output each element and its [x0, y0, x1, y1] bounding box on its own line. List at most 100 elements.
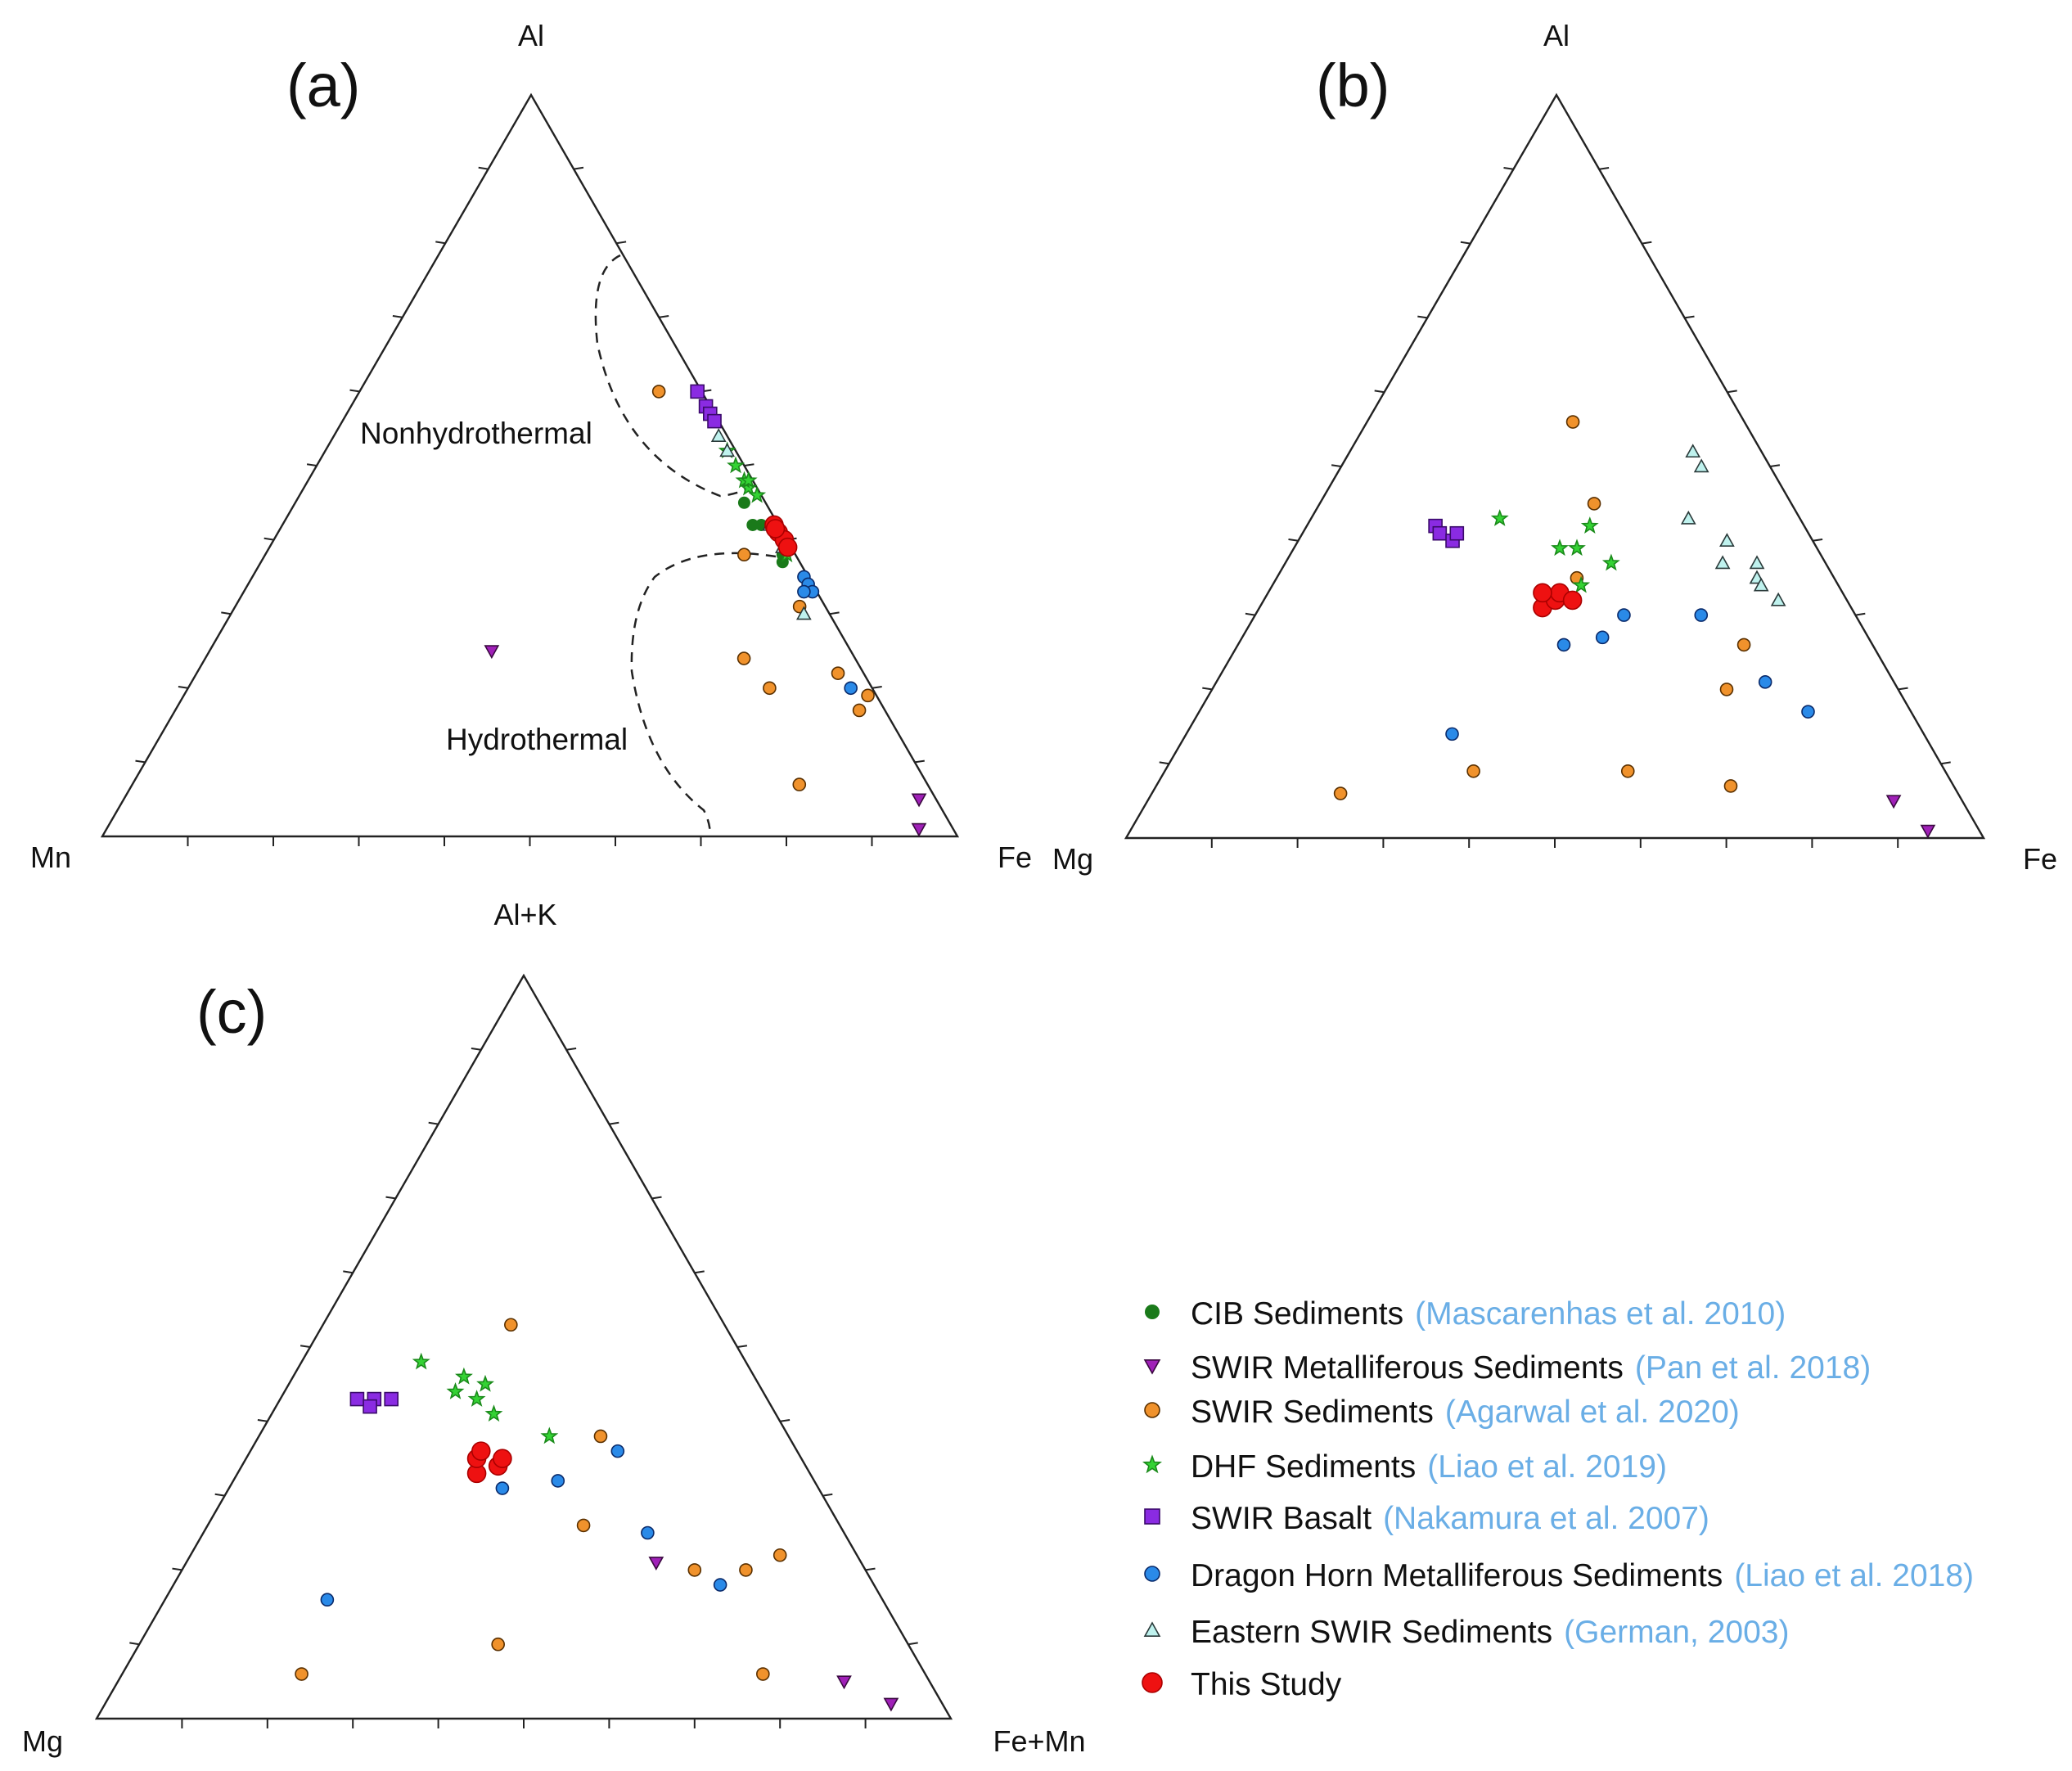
left-tick	[178, 686, 188, 689]
legend-cite-3: (Liao et al. 2019)	[1427, 1449, 1667, 1485]
data-point-swir_sed	[576, 1518, 591, 1533]
legend-marker-cib	[1145, 1305, 1160, 1319]
right-tick	[1855, 612, 1866, 616]
data-point-dhf	[476, 1374, 494, 1392]
left-tick	[1460, 241, 1471, 245]
legend-cite-5: (Liao et al. 2018)	[1734, 1558, 1974, 1593]
legend-cite-6: (German, 2003)	[1564, 1615, 1789, 1650]
legend-cite-2: (Agarwal et al. 2020)	[1445, 1395, 1740, 1430]
data-point-swir_met	[911, 822, 927, 837]
data-point-swir_sed	[504, 1318, 518, 1332]
data-point-this	[777, 537, 798, 557]
data-point-swir_sed	[491, 1637, 505, 1652]
data-point-basalt	[707, 413, 722, 429]
right-tick	[736, 1345, 748, 1348]
data-point-this	[471, 1441, 491, 1461]
right-tick	[908, 1642, 918, 1646]
ternary-triangle	[1124, 92, 1986, 840]
data-point-swir_met	[1885, 795, 1902, 809]
data-point-swir_sed	[1565, 415, 1580, 429]
left-tick	[172, 1567, 182, 1571]
data-point-swir_sed	[756, 1667, 770, 1681]
data-point-swir_sed	[1719, 683, 1734, 696]
legend-entry-4: SWIR Basalt (Nakamura et al. 2007)	[1191, 1501, 1709, 1536]
hydrothermal-boundary	[630, 552, 777, 837]
data-point-this	[1533, 583, 1552, 603]
data-point-swir_sed	[772, 1548, 787, 1562]
data-point-swir_met	[648, 1557, 664, 1570]
legend-name-6: Eastern SWIR Sediments	[1191, 1615, 1552, 1650]
panel-a-right-vertex-label: Fe	[998, 840, 1032, 874]
data-point-german	[719, 443, 735, 457]
data-point-dhf	[1580, 516, 1599, 534]
panel-a-left-vertex-label: Mn	[30, 840, 71, 874]
right-tick	[1684, 315, 1695, 319]
data-point-dhf	[727, 456, 745, 474]
right-tick	[566, 1048, 577, 1051]
legend-cite-0: (Mascarenhas et al. 2010)	[1415, 1296, 1786, 1332]
data-point-dhf	[1601, 553, 1620, 571]
panel-c: (c) Al+K Mg Fe+Mn	[22, 898, 1086, 1758]
data-point-this	[493, 1449, 512, 1468]
legend-marker-this	[1142, 1672, 1163, 1693]
panel-a: (a) Al Mn Fe Nonhydrothermal Hydrotherma…	[30, 19, 1032, 874]
right-tick	[872, 686, 882, 689]
data-point-swir_sed	[651, 385, 666, 399]
panel-c-points	[295, 1318, 899, 1712]
left-tick	[214, 1493, 225, 1497]
data-point-basalt	[363, 1399, 377, 1414]
left-tick	[385, 1196, 396, 1200]
data-point-basalt	[690, 384, 705, 399]
data-point-dragon	[641, 1525, 655, 1540]
data-point-german	[1680, 510, 1696, 525]
data-point-swir_sed	[792, 777, 807, 791]
legend-name-0: CIB Sediments	[1191, 1296, 1403, 1332]
data-point-dhf	[446, 1381, 465, 1399]
data-point-cib	[746, 518, 759, 531]
panel-a-points	[484, 384, 927, 837]
data-point-basalt	[384, 1391, 399, 1407]
data-point-dragon	[1617, 608, 1631, 622]
left-tick	[300, 1345, 311, 1348]
data-point-cib	[737, 496, 750, 509]
legend-entry-5: Dragon Horn Metalliferous Sediments (Liao…	[1191, 1558, 1974, 1593]
panel-b-left-vertex-label: Mg	[1052, 842, 1093, 876]
right-tick	[829, 611, 840, 615]
data-point-dragon	[844, 681, 858, 696]
data-point-dragon	[1801, 705, 1815, 719]
left-tick	[264, 537, 274, 541]
legend-marker-swir_met	[1143, 1359, 1161, 1375]
panel-c-top-vertex-label: Al+K	[493, 898, 556, 931]
data-point-dragon	[1758, 675, 1772, 689]
left-tick	[1503, 167, 1514, 170]
data-point-german	[795, 606, 812, 620]
data-point-german	[710, 428, 727, 442]
left-tick	[1331, 464, 1342, 467]
left-tick	[1202, 687, 1213, 691]
left-tick	[343, 1270, 354, 1274]
legend-marker-basalt	[1144, 1508, 1160, 1525]
panel-a-frame	[100, 92, 960, 846]
right-tick	[1769, 464, 1781, 467]
data-point-dhf	[467, 1390, 486, 1407]
data-point-dragon	[1556, 638, 1571, 652]
left-tick	[129, 1642, 140, 1646]
data-point-swir_sed	[831, 666, 845, 680]
data-point-basalt	[1449, 525, 1465, 541]
data-point-swir_sed	[737, 548, 751, 562]
legend-marker-swir_sed	[1144, 1402, 1160, 1418]
data-point-dragon	[551, 1474, 565, 1488]
right-tick	[822, 1493, 833, 1497]
data-point-dhf	[1568, 539, 1586, 557]
right-tick	[1898, 687, 1908, 691]
right-tick	[609, 1121, 619, 1125]
left-tick	[478, 166, 489, 170]
nonhydrothermal-boundary	[594, 254, 758, 498]
legend-name-1: SWIR Metalliferous Sediments	[1191, 1350, 1624, 1386]
data-point-swir_sed	[852, 703, 867, 718]
hydrothermal-region-label: Hydrothermal	[446, 723, 628, 756]
data-point-german	[1719, 533, 1735, 548]
legend-entry-3: DHF Sediments (Liao et al. 2019)	[1191, 1449, 1667, 1485]
data-point-swir_met	[1920, 824, 1936, 839]
data-point-basalt	[1432, 525, 1448, 541]
